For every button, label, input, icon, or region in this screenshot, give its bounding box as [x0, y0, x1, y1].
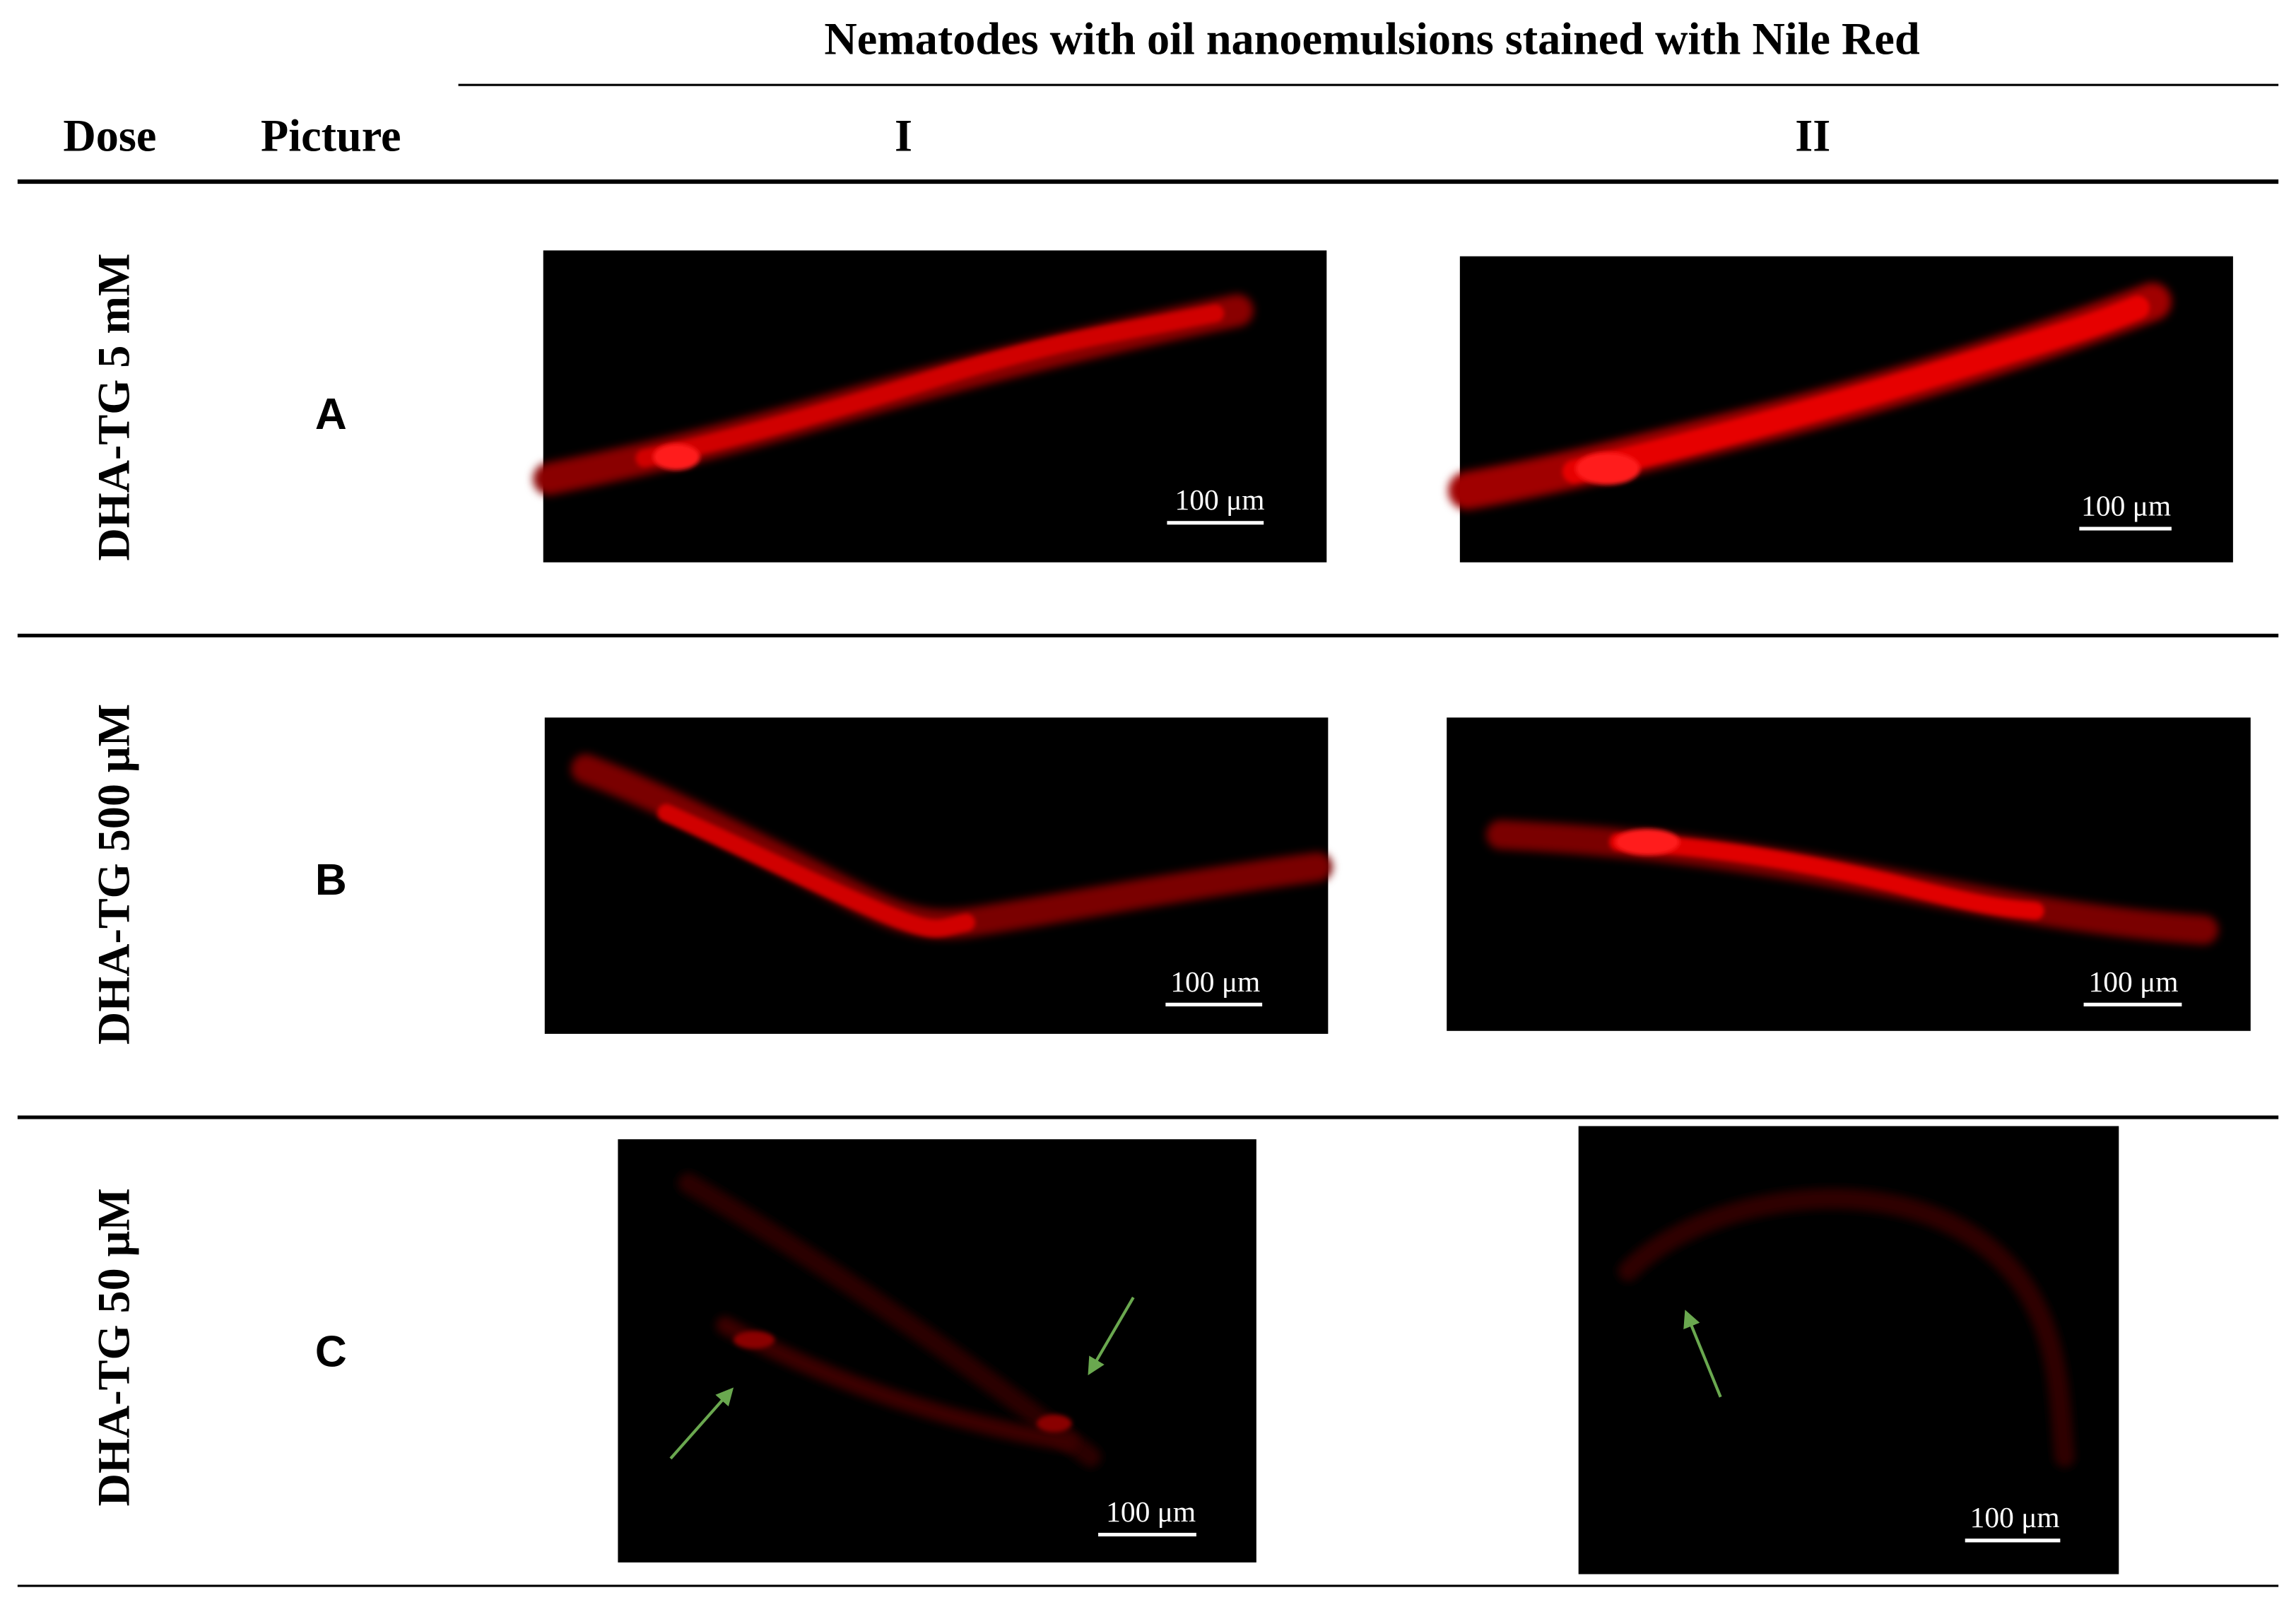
scale-bar-label: 100 μm — [1106, 1495, 1196, 1528]
micrograph: 100 μm — [544, 717, 1333, 1034]
column-header: I — [895, 110, 912, 160]
dose-label: DHA-TG 50 μM — [88, 1188, 139, 1506]
scale-bar-label: 100 μm — [2081, 489, 2171, 522]
micrograph: 100 μm — [618, 1139, 1256, 1562]
micrograph: 100 μm — [1578, 1126, 2119, 1574]
dose-label: DHA-TG 5 mM — [88, 253, 139, 560]
scale-bar-label: 100 μm — [1170, 965, 1260, 998]
column-header: Dose — [63, 110, 156, 160]
scale-bar-label: 100 μm — [1175, 483, 1265, 516]
picture-label: A — [315, 390, 347, 439]
micrograph: 100 μm — [533, 250, 1327, 563]
micrograph: 100 μm — [1448, 256, 2233, 563]
picture-label: B — [315, 856, 347, 905]
micrograph: 100 μm — [1447, 717, 2251, 1031]
table-title: Nematodes with oil nanoemulsions stained… — [824, 14, 1919, 64]
dose-label: DHA-TG 500 μM — [88, 704, 139, 1044]
column-header: II — [1795, 110, 1830, 160]
scale-bar-label: 100 μm — [1970, 1501, 2060, 1534]
scale-bar-label: 100 μm — [2089, 965, 2179, 998]
picture-label: C — [315, 1327, 347, 1376]
column-header: Picture — [261, 110, 401, 160]
